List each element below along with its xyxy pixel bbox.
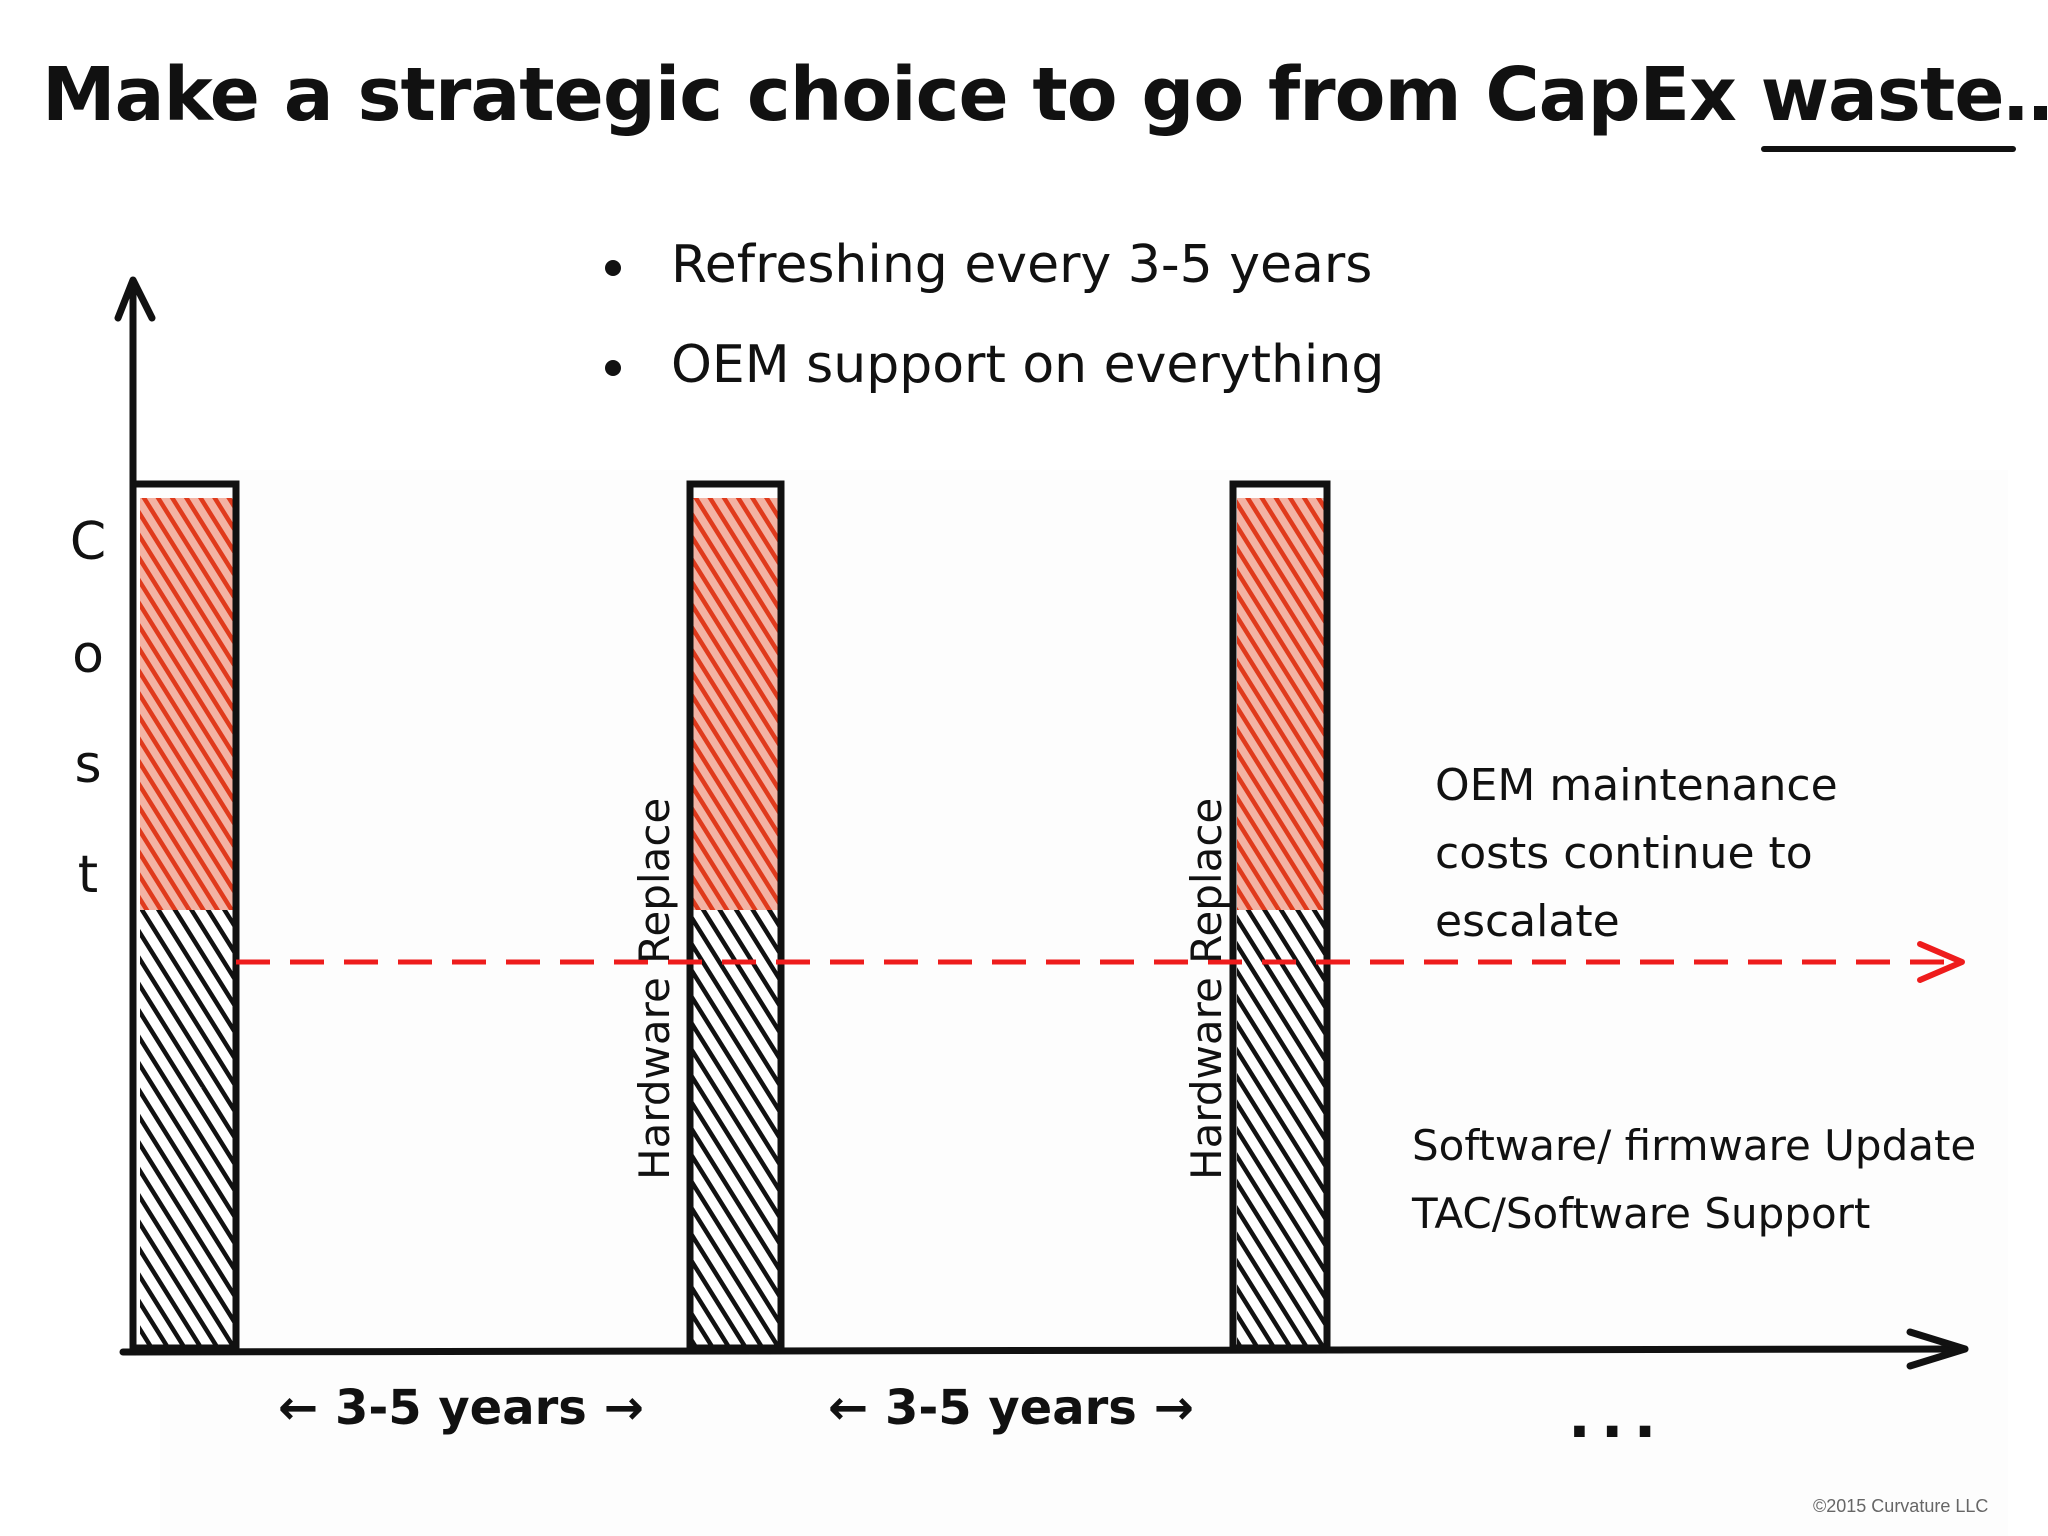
copyright-notice: ©2015 Curvature LLC xyxy=(1813,1496,1989,1516)
interval-text-1: 3-5 years xyxy=(334,1380,587,1436)
support-note-line-1: Software/ firmware Update xyxy=(1412,1121,1977,1170)
left-arrow-icon: ← xyxy=(278,1380,319,1436)
bullet-text-refresh: Refreshing every 3-5 years xyxy=(671,235,1373,295)
bar-1-outline xyxy=(129,480,240,1352)
bar-2-red-segment xyxy=(693,498,781,910)
y-axis-letter-c: C xyxy=(69,512,107,572)
oem-note-line-2: costs continue to xyxy=(1435,828,1813,879)
y-axis-arrowhead-icon xyxy=(114,276,156,322)
title-main: Make a strategic choice to go from CapEx xyxy=(42,52,1761,138)
continuation-ellipsis: ... xyxy=(1568,1382,1667,1452)
interval-label-1: ← 3-5 years → xyxy=(278,1380,644,1436)
interval-label-2: ← 3-5 years → xyxy=(828,1380,1194,1436)
title-ellipsis: … xyxy=(2004,52,2048,138)
hardware-replace-label-2: Hardware Replace xyxy=(1182,797,1231,1180)
bar-3-black-segment xyxy=(1237,910,1327,1348)
cost-bar-2 xyxy=(686,480,785,1352)
y-axis-letter-s: s xyxy=(74,735,102,795)
x-axis-line xyxy=(119,1345,1969,1356)
cost-bar-1 xyxy=(129,480,240,1352)
oem-maintenance-note: OEM maintenance costs continue to escala… xyxy=(1435,752,1838,956)
oem-note-line-3: escalate xyxy=(1435,896,1620,947)
hardware-replace-label-1: Hardware Replace xyxy=(630,797,679,1180)
y-axis-letter-t: t xyxy=(77,845,99,905)
right-arrow-icon: → xyxy=(603,1380,644,1436)
bar-1-black-segment xyxy=(140,910,236,1348)
bar-3-red-segment xyxy=(1237,498,1327,910)
cost-bar-3 xyxy=(1229,480,1331,1352)
bar-2-black-segment xyxy=(693,910,781,1348)
bullet-text-oem-support: OEM support on everything xyxy=(671,335,1385,395)
dashed-line-arrowhead-icon xyxy=(1917,941,1965,983)
right-arrow-icon: → xyxy=(1153,1380,1194,1436)
support-note-line-2: TAC/Software Support xyxy=(1412,1189,1871,1238)
y-axis-letter-o: o xyxy=(72,625,104,685)
bullet-dot-icon xyxy=(605,360,621,376)
bar-3-outline xyxy=(1229,480,1331,1352)
oem-note-line-1: OEM maintenance xyxy=(1435,760,1838,811)
left-arrow-icon: ← xyxy=(828,1380,869,1436)
bullet-item-oem-support: OEM support on everything xyxy=(605,335,1384,395)
interval-text-2: 3-5 years xyxy=(884,1380,1137,1436)
title-emphasis-waste: waste xyxy=(1760,52,2005,138)
bullet-dot-icon xyxy=(605,260,621,276)
x-axis-arrowhead-icon xyxy=(1906,1328,1969,1370)
paper-panel xyxy=(160,470,2008,1536)
bar-2-outline xyxy=(686,480,785,1352)
page-title: Make a strategic choice to go from CapEx… xyxy=(42,52,2048,138)
software-support-note: Software/ firmware Update TAC/Software S… xyxy=(1412,1112,1976,1248)
bar-1-red-segment xyxy=(140,498,236,910)
bullet-item-refresh: Refreshing every 3-5 years xyxy=(605,235,1372,295)
